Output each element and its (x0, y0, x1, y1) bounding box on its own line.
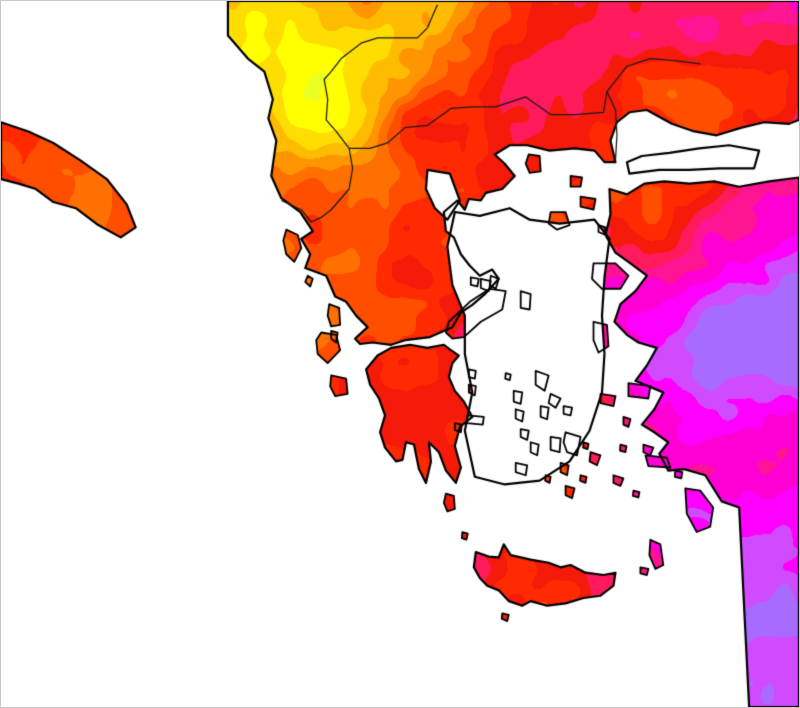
temperature-contour-map[interactable] (1, 1, 799, 707)
map-viewer-window: Greece and Aegean Sea Surface temperatur… (0, 0, 800, 708)
